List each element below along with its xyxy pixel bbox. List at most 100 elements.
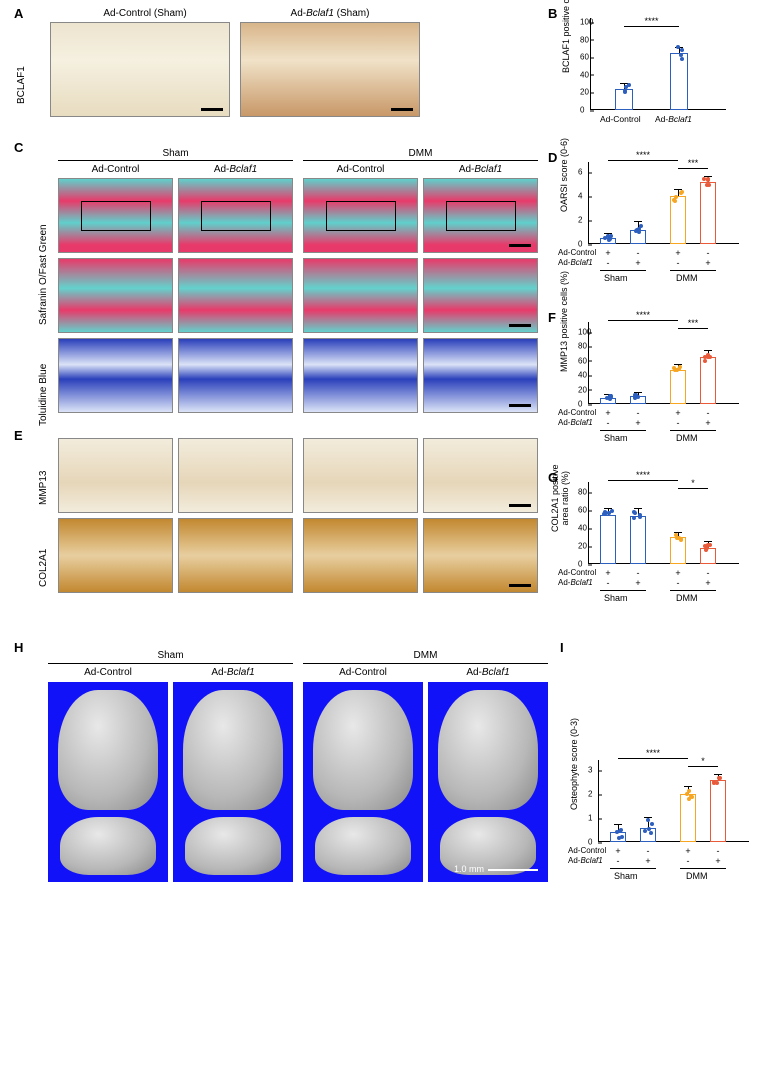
mmp13-2 [303, 438, 418, 513]
panel-a-header-0: Ad-Control (Sham) [60, 8, 230, 19]
bar-0 [600, 515, 616, 565]
ytick: 20 [578, 542, 587, 551]
datapoint [602, 512, 606, 516]
group-cell: + [602, 408, 614, 418]
panel-c-sub-0: Ad-Control [58, 164, 173, 175]
gene: Bclaf1 [227, 667, 255, 678]
group-cell: - [632, 408, 644, 418]
ytick: 2 [588, 790, 592, 799]
panel-letter-a: A [14, 6, 23, 21]
panel-a-header-1-gene: Bclaf1 [306, 8, 334, 19]
panel-h-sub-0: Ad-Control [48, 667, 168, 678]
chart-g: COL2A1 positive area ratio (%) 020406080… [558, 482, 743, 582]
panel-letter-c: C [14, 140, 23, 155]
mmp13-0 [58, 438, 173, 513]
ytick: 100 [580, 18, 593, 27]
ytick: 80 [580, 35, 589, 44]
datapoint [634, 393, 638, 397]
panel-c-rowlabel-toluidine: Toluidine Blue [38, 360, 49, 430]
panel-letter-i: I [560, 640, 564, 655]
scale-bar [509, 584, 531, 587]
group-cell: - [682, 856, 694, 866]
ytick: 4 [578, 192, 582, 201]
bar-1 [670, 53, 688, 110]
ytick: 80 [578, 488, 587, 497]
datapoint [703, 359, 707, 363]
group-bracket [670, 430, 716, 431]
group-cell: - [712, 846, 724, 856]
group-bracket [610, 868, 656, 869]
sig-line [608, 160, 678, 161]
group-bottom-1: DMM [676, 593, 698, 603]
datapoint [632, 516, 636, 520]
ytick: 100 [578, 328, 591, 337]
sig-line [688, 766, 718, 767]
ct-dmm-bclaf1: 1.0 mm [428, 682, 548, 882]
prefix: Ad- [459, 164, 475, 175]
prefix: Ad- [466, 667, 482, 678]
panel-c-sub-1: Ad-Bclaf1 [178, 164, 293, 175]
group-bottom-1: DMM [686, 871, 708, 881]
panel-a-header-1: Ad-Bclaf1 (Sham) [245, 8, 415, 19]
panel-a-image-bclaf1 [240, 22, 420, 117]
sig-label: **** [618, 748, 688, 758]
group-cell: + [632, 258, 644, 268]
group-bottom-0: Sham [604, 433, 628, 443]
group-cell: - [702, 248, 714, 258]
bone-femur [438, 690, 538, 810]
panel-a-rowlabel: BCLAF1 [16, 55, 27, 115]
errcap [684, 786, 692, 787]
group-cell: - [632, 568, 644, 578]
datapoint [687, 789, 691, 793]
panel-c-sub-2: Ad-Control [303, 164, 418, 175]
datapoint [607, 238, 611, 242]
ct-scale-bar: 1.0 mm [454, 864, 538, 874]
group-cell: + [702, 258, 714, 268]
group-cell: - [612, 856, 624, 866]
errcap [634, 221, 642, 222]
xlabel-0: Ad-Control [600, 114, 641, 124]
bar-3 [700, 182, 716, 244]
datapoint [624, 85, 628, 89]
sig-label: **** [608, 470, 678, 480]
group-cell: + [682, 846, 694, 856]
chart-d: OARSI score (0-6) 0246*******Ad-Control+… [558, 162, 743, 262]
group-bottom-1: DMM [676, 273, 698, 283]
group-rowlabel-0: Ad-Control [558, 568, 596, 578]
scale-bar [509, 244, 531, 247]
gene: Bclaf1 [229, 164, 257, 175]
ytick: 40 [578, 524, 587, 533]
scale-bar [391, 108, 413, 111]
safranin-zoom-3 [423, 258, 538, 333]
panel-letter-f: F [548, 310, 556, 325]
group-cell: - [602, 258, 614, 268]
safranin-dmm-control [303, 178, 418, 253]
safranin-zoom-0 [58, 258, 173, 333]
datapoint [650, 822, 654, 826]
group-rowlabel-1: Ad-Bclaf1 [568, 856, 603, 866]
panel-letter-e: E [14, 428, 23, 443]
sig-line [618, 758, 688, 759]
sig-line [608, 320, 678, 321]
zoom-rect [326, 201, 396, 231]
group-rowlabel-1: Ad-Bclaf1 [558, 418, 593, 428]
datapoint [679, 191, 683, 195]
ct-scale-line [488, 869, 538, 871]
group-cell: + [702, 418, 714, 428]
datapoint [623, 89, 627, 93]
prefix: Ad- [214, 164, 230, 175]
datapoint [672, 198, 676, 202]
line [48, 663, 293, 664]
datapoint [687, 797, 691, 801]
errcap [704, 350, 712, 351]
safranin-dmm-bclaf1 [423, 178, 538, 253]
group-line-dmm [303, 160, 538, 161]
group-cell: + [602, 248, 614, 258]
group-bracket [600, 430, 646, 431]
ct-scale-label: 1.0 mm [454, 864, 484, 874]
group-bottom-0: Sham [604, 273, 628, 283]
datapoint [712, 780, 716, 784]
group-bracket [600, 270, 646, 271]
panel-c-group-dmm: DMM [303, 148, 538, 159]
datapoint [643, 829, 647, 833]
